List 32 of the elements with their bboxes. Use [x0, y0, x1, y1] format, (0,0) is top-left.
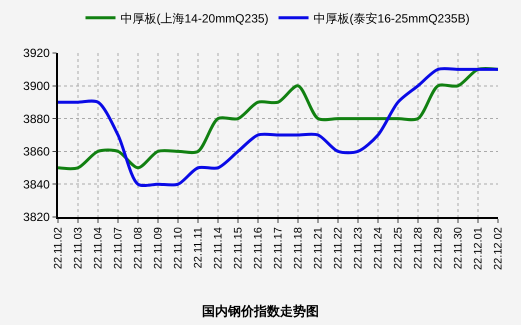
x-tick-label: 22.11.11 [192, 227, 205, 268]
y-tick-label: 3880 [23, 112, 50, 126]
text: 国内钢价指数走势图 [202, 303, 319, 318]
y-tick-label: 3860 [23, 144, 50, 159]
x-tick-label: 22.11.22 [332, 227, 345, 270]
x-tick-label: 22.11.15 [232, 227, 245, 270]
y-tick-label: 3820 [23, 210, 50, 224]
x-tick-label: 22.11.29 [432, 227, 445, 270]
x-tick-label: 22.11.24 [372, 227, 385, 270]
x-tick-label: 22.11.21 [312, 227, 325, 270]
x-tick-label: 22.11.07 [112, 227, 125, 270]
x-tick-label: 22.11.23 [352, 227, 365, 270]
x-tick-label: 22.12.01 [472, 227, 485, 270]
y-tick-label: 3840 [23, 177, 50, 192]
x-tick-label: 22.11.02 [52, 227, 65, 270]
x-tick-label: 22.11.04 [92, 227, 105, 270]
x-tick-label: 22.11.03 [72, 227, 85, 270]
x-tick-label: 22.11.08 [132, 227, 145, 270]
x-tick-label: 22.11.25 [392, 227, 405, 270]
legend-label: 中厚板(泰安16-25mmQ235B) [314, 11, 470, 26]
x-tick-label: 22.11.09 [152, 227, 165, 270]
x-tick-label: 22.11.10 [172, 227, 185, 270]
x-tick-label: 22.11.17 [272, 227, 285, 270]
x-tick-label: 22.11.18 [292, 227, 305, 270]
x-tick-label: 22.11.14 [212, 227, 225, 270]
x-tick-label: 22.11.28 [412, 227, 425, 270]
legend-label: 中厚板(上海14-20mmQ235) [120, 11, 269, 26]
x-tick-label: 22.12.02 [492, 227, 505, 270]
x-tick-label: 22.11.16 [252, 227, 265, 270]
y-tick-label: 3900 [23, 79, 50, 93]
x-tick-label: 22.11.30 [452, 227, 465, 270]
y-tick-label: 3920 [23, 46, 50, 60]
